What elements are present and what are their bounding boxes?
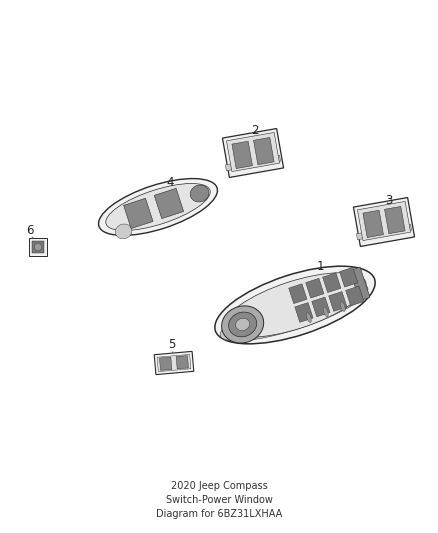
Polygon shape bbox=[176, 356, 188, 369]
Ellipse shape bbox=[307, 312, 311, 322]
Text: 2020 Jeep Compass
Switch-Power Window
Diagram for 6BZ31LXHAA: 2020 Jeep Compass Switch-Power Window Di… bbox=[156, 481, 282, 519]
Polygon shape bbox=[306, 278, 324, 298]
Text: 1: 1 bbox=[316, 261, 324, 273]
Polygon shape bbox=[254, 138, 274, 165]
Ellipse shape bbox=[236, 318, 250, 330]
Polygon shape bbox=[385, 206, 405, 234]
Polygon shape bbox=[154, 188, 184, 219]
Text: 3: 3 bbox=[385, 193, 393, 206]
Ellipse shape bbox=[229, 312, 257, 337]
Polygon shape bbox=[339, 268, 358, 287]
Text: 2: 2 bbox=[251, 125, 259, 138]
Text: 6: 6 bbox=[26, 224, 34, 238]
Ellipse shape bbox=[106, 183, 210, 230]
Text: 5: 5 bbox=[168, 338, 176, 351]
Polygon shape bbox=[323, 273, 341, 293]
Polygon shape bbox=[363, 210, 383, 238]
Ellipse shape bbox=[340, 302, 345, 312]
Polygon shape bbox=[159, 357, 172, 370]
Ellipse shape bbox=[220, 282, 368, 341]
Polygon shape bbox=[124, 198, 153, 229]
Ellipse shape bbox=[222, 306, 264, 343]
Polygon shape bbox=[350, 267, 370, 301]
Ellipse shape bbox=[115, 224, 132, 239]
Polygon shape bbox=[357, 201, 410, 240]
Ellipse shape bbox=[215, 266, 375, 344]
Ellipse shape bbox=[190, 185, 209, 202]
Polygon shape bbox=[328, 292, 347, 311]
Ellipse shape bbox=[323, 307, 328, 317]
Polygon shape bbox=[29, 238, 47, 256]
Polygon shape bbox=[32, 240, 45, 254]
Polygon shape bbox=[157, 354, 191, 372]
Text: 4: 4 bbox=[166, 175, 174, 189]
Polygon shape bbox=[289, 284, 307, 304]
Ellipse shape bbox=[99, 179, 217, 236]
Polygon shape bbox=[295, 303, 313, 322]
Polygon shape bbox=[223, 128, 283, 177]
Polygon shape bbox=[312, 297, 330, 317]
Polygon shape bbox=[154, 351, 194, 375]
Polygon shape bbox=[346, 286, 364, 306]
Ellipse shape bbox=[224, 273, 366, 337]
Polygon shape bbox=[357, 224, 412, 240]
Polygon shape bbox=[232, 141, 252, 168]
Polygon shape bbox=[226, 155, 281, 171]
Polygon shape bbox=[353, 198, 414, 246]
Polygon shape bbox=[226, 132, 279, 172]
Ellipse shape bbox=[35, 244, 42, 251]
